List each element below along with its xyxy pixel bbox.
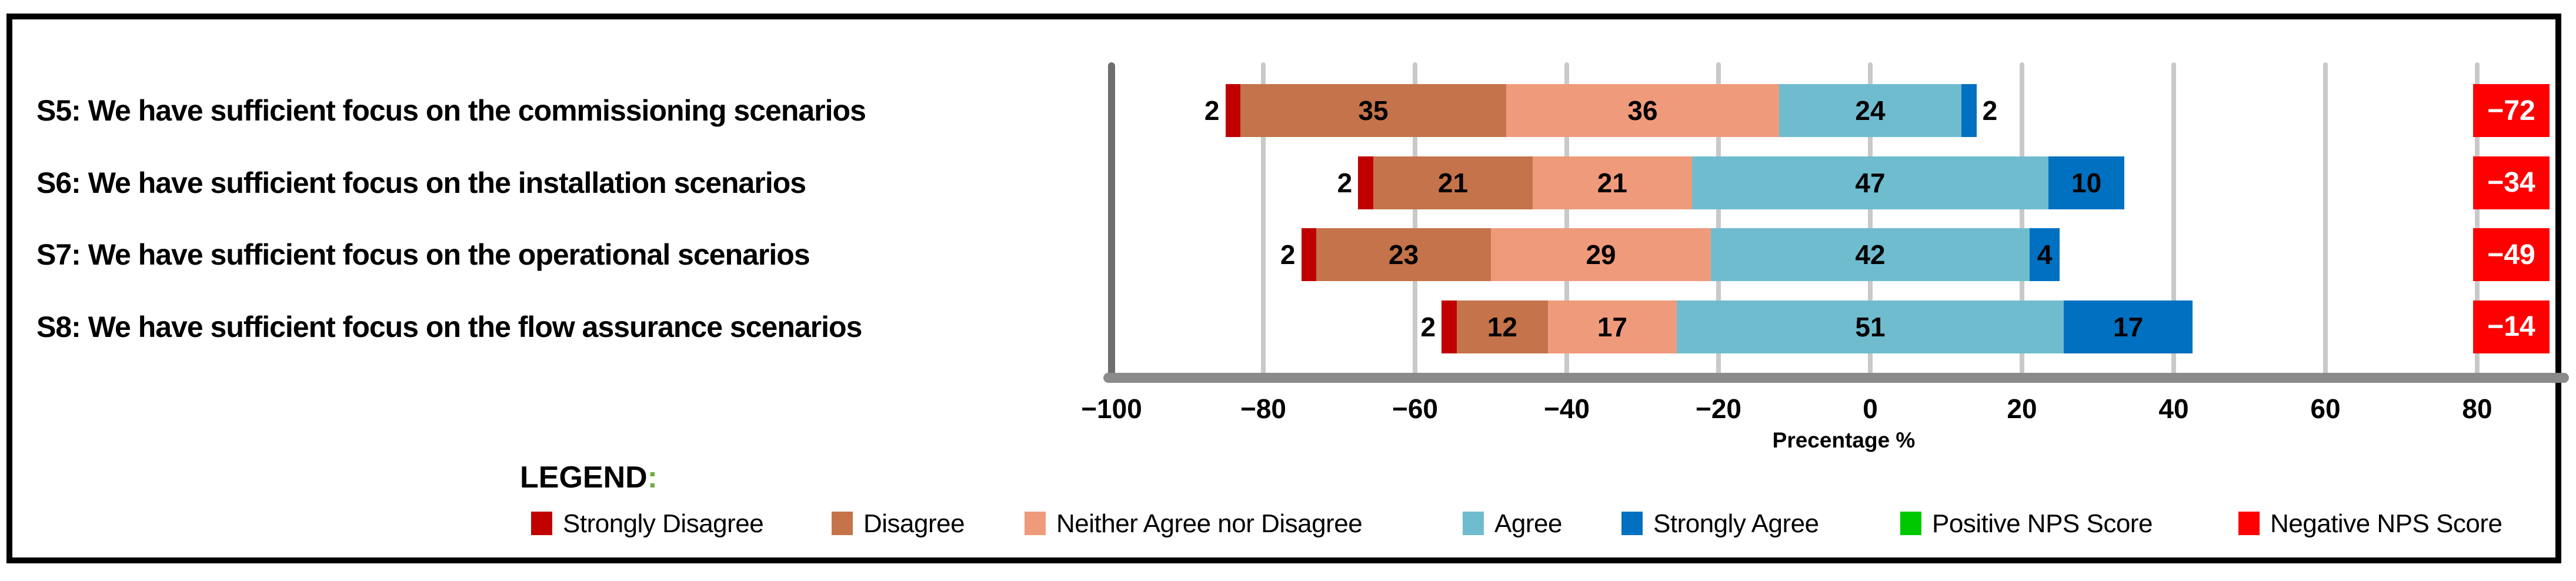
chart-border-frame xyxy=(6,14,2561,563)
bar-value-label: 21 xyxy=(1437,167,1469,198)
x-tick-label: −80 xyxy=(1240,393,1287,424)
bar-segment xyxy=(1547,300,1677,353)
bar-segment xyxy=(2029,228,2060,281)
bar-value-label: 36 xyxy=(1627,95,1658,126)
x-tick-label: 60 xyxy=(2310,393,2341,424)
bar-value-label: 2 xyxy=(1420,311,1436,342)
gridline xyxy=(2475,62,2480,376)
bar-value-label: 2 xyxy=(1337,167,1353,198)
bar-value-label: 2 xyxy=(1982,95,1998,126)
x-tick-label: −60 xyxy=(1392,393,1439,424)
gridline xyxy=(1564,62,1569,376)
bar-value-label: 17 xyxy=(1597,311,1627,342)
bar-segment xyxy=(1532,156,1692,209)
x-tick-label: 40 xyxy=(2158,393,2189,424)
legend-item-label: Strongly Disagree xyxy=(563,509,764,538)
bar-segment xyxy=(1442,300,1457,353)
bar-value-label: 2 xyxy=(1280,239,1296,270)
bar-value-label: 24 xyxy=(1855,95,1886,126)
category-label: S5: We have sufficient focus on the comm… xyxy=(36,94,866,127)
bar-segment xyxy=(1677,300,2064,353)
nps-score-badge: −72 xyxy=(2473,84,2550,137)
bar-value-label: 51 xyxy=(1855,311,1886,342)
bar-segment xyxy=(1779,84,1961,137)
legend-swatch xyxy=(1463,512,1484,535)
y-axis-line xyxy=(1108,62,1115,376)
bar-segment xyxy=(2063,300,2193,353)
gridline xyxy=(2323,62,2328,376)
bar-segment xyxy=(1491,228,1711,281)
x-tick-label: 80 xyxy=(2462,393,2492,424)
category-label: S8: We have sufficient focus on the flow… xyxy=(36,310,862,343)
gridline xyxy=(1868,62,1873,376)
bar-segment xyxy=(1373,156,1533,209)
legend-title: LEGEND: xyxy=(520,460,658,495)
legend-item-label: Negative NPS Score xyxy=(2270,509,2502,538)
category-label: S6: We have sufficient focus on the inst… xyxy=(36,166,806,199)
bar-segment xyxy=(1711,228,2030,281)
legend-swatch xyxy=(2238,512,2260,535)
legend-swatch xyxy=(1621,512,1643,535)
bar-value-label: 21 xyxy=(1597,167,1627,198)
bar-value-label: 4 xyxy=(2037,239,2053,270)
nps-score-badge: −14 xyxy=(2473,300,2550,353)
x-tick-label: 0 xyxy=(1863,393,1878,424)
x-tick-label: 20 xyxy=(2007,393,2037,424)
x-tick-label: −20 xyxy=(1695,393,1742,424)
bar-value-label: 35 xyxy=(1358,95,1389,126)
legend-swatch xyxy=(1900,512,1921,535)
bar-value-label: 10 xyxy=(2071,167,2102,198)
bar-segment xyxy=(1456,300,1548,353)
bar-value-label: 17 xyxy=(2113,311,2144,342)
bar-value-label: 47 xyxy=(1855,167,1886,198)
legend-item-label: Strongly Agree xyxy=(1653,509,1819,538)
bar-segment xyxy=(1316,228,1491,281)
x-axis-line xyxy=(1103,373,2569,383)
nps-score-badge: −34 xyxy=(2473,156,2550,209)
gridline xyxy=(2171,62,2176,376)
gridline xyxy=(1261,62,1266,376)
category-label: S7: We have sufficient focus on the oper… xyxy=(36,238,810,271)
legend-item-label: Disagree xyxy=(863,509,965,538)
legend-swatch xyxy=(832,512,853,535)
bar-value-label: 12 xyxy=(1487,311,1517,342)
bar-value-label: 42 xyxy=(1855,239,1886,270)
bar-segment xyxy=(1961,84,1977,137)
legend-item-label: Neither Agree nor Disagree xyxy=(1056,509,1363,538)
x-tick-label: −100 xyxy=(1081,393,1142,424)
bar-segment xyxy=(1506,84,1780,137)
bar-segment xyxy=(1691,156,2049,209)
legend-title-text: LEGEND xyxy=(520,460,648,495)
x-tick-label: −40 xyxy=(1543,393,1590,424)
legend-swatch xyxy=(531,512,552,535)
legend-colon: : xyxy=(647,460,658,495)
legend-item-label: Agree xyxy=(1494,509,1562,538)
bar-segment xyxy=(1358,156,1374,209)
bar-value-label: 23 xyxy=(1389,239,1419,270)
bar-segment xyxy=(1301,228,1317,281)
bar-segment xyxy=(1240,84,1506,137)
bar-value-label: 2 xyxy=(1204,95,1220,126)
bar-segment xyxy=(1225,84,1241,137)
x-axis-title: Precentage % xyxy=(1772,428,1916,452)
bar-segment xyxy=(2048,156,2125,209)
bar-value-label: 29 xyxy=(1586,239,1616,270)
nps-score-badge: −49 xyxy=(2473,228,2550,281)
legend-item-label: Positive NPS Score xyxy=(1932,509,2153,538)
gridline xyxy=(1413,62,1417,376)
gridline xyxy=(2020,62,2024,376)
legend-swatch xyxy=(1025,512,1046,535)
gridline xyxy=(1716,62,1721,376)
